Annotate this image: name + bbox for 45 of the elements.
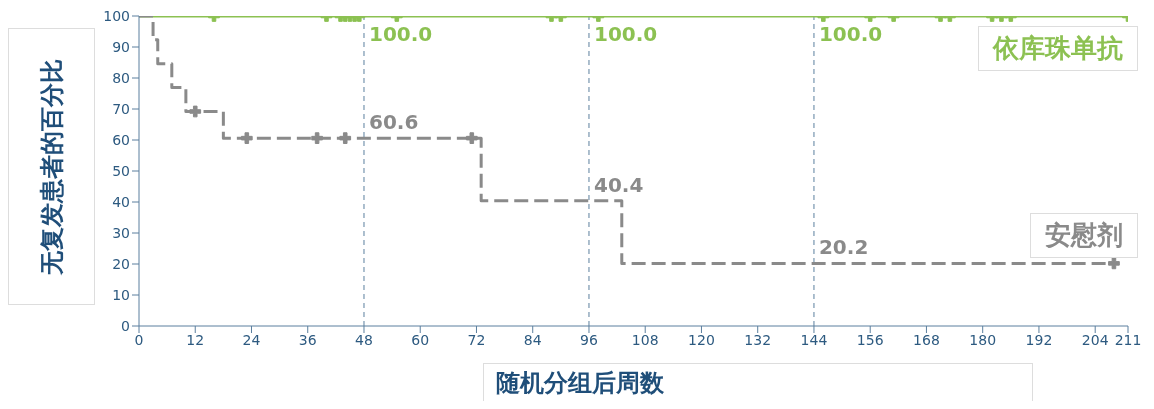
x-tick-label: 120: [688, 331, 715, 348]
x-tick-label: 24: [242, 331, 261, 348]
annotation: 100.0: [818, 22, 883, 46]
x-tick-label: 180: [969, 331, 997, 348]
y-tick-label: 20: [112, 255, 130, 272]
x-tick-label: 84: [523, 331, 542, 348]
annotation: 20.2: [818, 235, 869, 260]
x-tick-label: 72: [467, 331, 486, 348]
x-tick-label: 144: [800, 331, 828, 348]
y-tick-label: 10: [112, 286, 130, 303]
point: [189, 105, 202, 118]
x-tick-label: 96: [580, 331, 598, 348]
y-tick-label: 90: [112, 38, 130, 55]
y-tick-label: 40: [112, 193, 130, 210]
x-axis-title: 随机分组后周数: [483, 363, 1033, 401]
y-tick-label: 0: [121, 317, 130, 334]
y-tick-label: 70: [112, 100, 130, 117]
point: [240, 132, 253, 145]
annotation: 100.0: [368, 22, 433, 46]
x-tick-label: 12: [186, 331, 205, 348]
x-tick-label: 48: [355, 331, 373, 348]
series-label: 安慰剂: [1030, 213, 1138, 259]
y-tick-label: 100: [103, 7, 130, 24]
x-tick-label: 36: [298, 331, 317, 348]
x-tick-label: 168: [913, 331, 940, 348]
y-tick-label: 50: [112, 162, 130, 179]
y-tick-label: 30: [112, 224, 130, 241]
x-tick-label: 60: [411, 331, 430, 348]
x-tick-label: 156: [856, 331, 884, 348]
x-tick-label: 192: [1025, 331, 1053, 348]
point: [465, 132, 478, 145]
x-tick-label: 204: [1081, 331, 1109, 348]
annotation: 60.6: [368, 110, 419, 135]
y-tick-label: 80: [112, 69, 130, 86]
series-label: 依库珠单抗: [978, 26, 1138, 71]
point: [339, 132, 352, 145]
annotation: 40.4: [593, 172, 644, 197]
x-tick-label: 211: [1114, 331, 1142, 348]
annotation: 100.0: [593, 22, 658, 46]
x-tick-label: 0: [134, 331, 144, 348]
y-tick-label: 60: [112, 131, 130, 148]
point: [311, 132, 323, 145]
x-tick-label: 108: [631, 331, 659, 348]
y-axis-title: 无复发患者的百分比: [36, 58, 67, 275]
x-tick-label: 132: [744, 331, 772, 348]
